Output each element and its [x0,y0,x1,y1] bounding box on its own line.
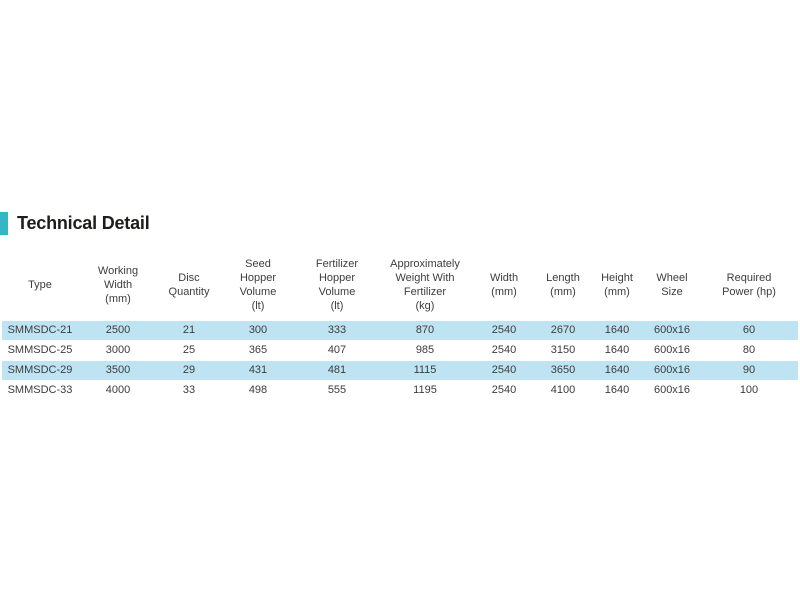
cell-width: 2540 [491,384,517,396]
cell-length: 3150 [550,344,576,356]
cell-type: SMMSDC-21 [2,320,78,341]
column-header-approx-weight: Approximately Weight With Fertilizer (kg… [390,258,460,312]
column-header-required-power: Required Power (hp) [722,272,776,298]
cell-length: 2670 [536,320,590,341]
cell-type: SMMSDC-25 [7,344,73,356]
cell-seed-hopper-volume: 300 [220,320,296,341]
cell-seed-hopper-volume: 498 [248,384,268,396]
cell-required-power: 100 [739,384,759,396]
cell-wheel-size: 600x16 [644,360,700,381]
cell-fertilizer-hopper-volume: 333 [296,320,378,341]
table-row-smmsdc-29: SMMSDC-29 3500 29 431 481 1115 2540 3650… [2,360,798,381]
cell-width: 2540 [472,320,536,341]
cell-length: 4100 [550,384,576,396]
column-header-length: Length (mm) [546,272,580,298]
cell-working-width: 2500 [78,320,158,341]
cell-fertilizer-hopper-volume: 555 [327,384,347,396]
table-row-smmsdc-25: SMMSDC-25 3000 25 365 407 985 2540 3150 … [2,341,798,361]
column-header-disc-quantity: Disc Quantity [168,272,210,298]
table-header-row: Type Working Width (mm) Disc Quantity Se… [2,250,798,321]
cell-working-width: 3500 [78,360,158,381]
technical-detail-table: Type Working Width (mm) Disc Quantity Se… [2,250,798,400]
cell-approx-weight: 1195 [413,384,437,396]
table-row-smmsdc-33: SMMSDC-33 4000 33 498 555 1195 2540 4100… [2,381,798,401]
cell-required-power: 80 [742,344,756,356]
cell-wheel-size: 600x16 [644,320,700,341]
cell-fertilizer-hopper-volume: 481 [296,360,378,381]
cell-length: 3650 [536,360,590,381]
column-header-working-width: Working Width (mm) [97,265,139,305]
column-header-type: Type [28,279,52,291]
page-title: Technical Detail [17,213,150,233]
cell-height: 1640 [604,384,630,396]
cell-seed-hopper-volume: 431 [220,360,296,381]
cell-disc-quantity: 25 [182,344,196,356]
cell-width: 2540 [472,360,536,381]
cell-required-power: 90 [700,360,798,381]
cell-disc-quantity: 33 [182,384,196,396]
table-row-smmsdc-21: SMMSDC-21 2500 21 300 333 870 2540 2670 … [2,320,798,341]
cell-disc-quantity: 21 [158,320,220,341]
cell-height: 1640 [590,360,644,381]
cell-wheel-size: 600x16 [653,344,691,356]
column-header-seed-hopper-volume: Seed Hopper Volume (lt) [239,258,277,312]
cell-approx-weight: 985 [415,344,435,356]
cell-type: SMMSDC-29 [2,360,78,381]
title-accent-bar [0,212,8,235]
column-header-height: Height (mm) [601,272,633,298]
cell-required-power: 60 [700,320,798,341]
column-header-width: Width (mm) [489,272,519,298]
cell-approx-weight: 870 [378,320,472,341]
column-header-fertilizer-hopper-volume: Fertilizer Hopper Volume (lt) [315,258,359,312]
cell-approx-weight: 1115 [378,360,472,381]
cell-height: 1640 [590,320,644,341]
section-title: Technical Detail [0,212,150,235]
cell-working-width: 3000 [105,344,131,356]
cell-type: SMMSDC-33 [7,384,73,396]
cell-disc-quantity: 29 [158,360,220,381]
cell-working-width: 4000 [105,384,131,396]
cell-wheel-size: 600x16 [653,384,691,396]
cell-seed-hopper-volume: 365 [248,344,268,356]
cell-fertilizer-hopper-volume: 407 [327,344,347,356]
column-header-wheel-size: Wheel Size [656,272,688,298]
cell-height: 1640 [604,344,630,356]
cell-width: 2540 [491,344,517,356]
